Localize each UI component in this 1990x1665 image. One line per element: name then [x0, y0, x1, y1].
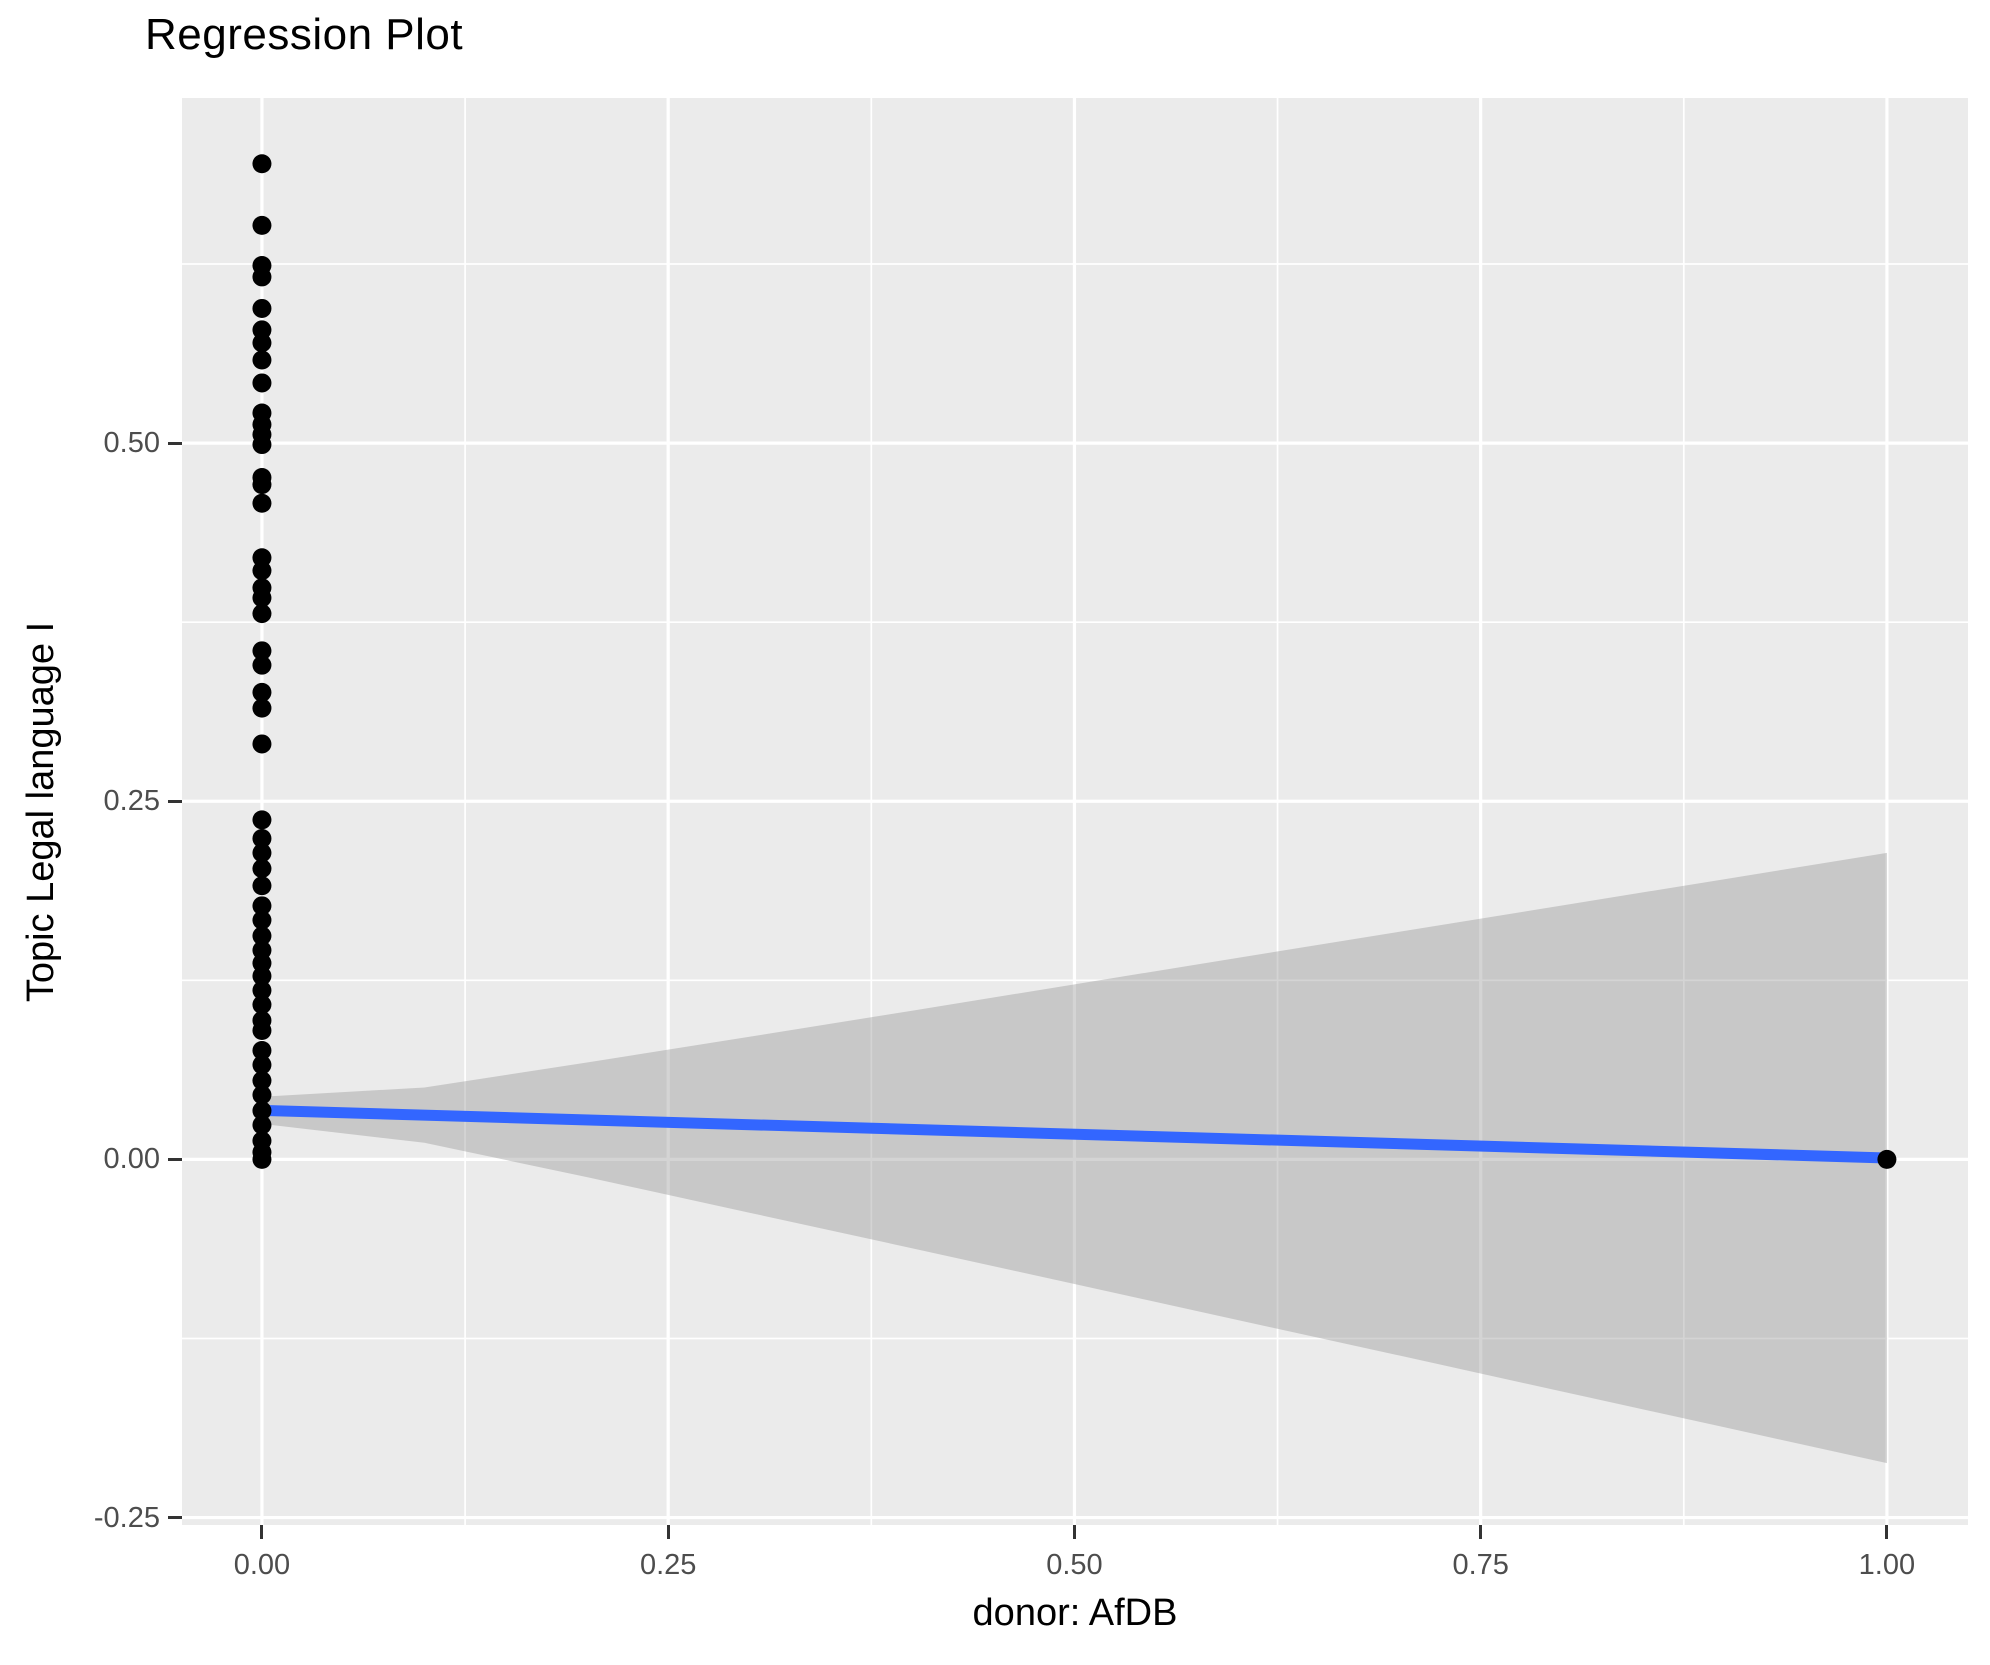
- data-point: [1877, 1149, 1897, 1169]
- data-point: [252, 829, 272, 849]
- data-point: [252, 896, 272, 916]
- data-point: [252, 1149, 272, 1169]
- data-point: [252, 1115, 272, 1135]
- data-point: [252, 1055, 272, 1075]
- y-axis-tick-mark: [168, 799, 182, 803]
- x-axis-tick-mark: [1885, 1525, 1889, 1539]
- regression-line: [261, 1104, 1888, 1164]
- y-tick-label: 0.00: [103, 1143, 160, 1176]
- data-point: [252, 655, 272, 675]
- y-tick-label: 0.25: [103, 785, 160, 818]
- data-point: [252, 980, 272, 1000]
- data-point: [252, 682, 272, 702]
- y-axis-tick-mark: [168, 1157, 182, 1161]
- data-point: [252, 561, 272, 581]
- x-tick-label: 0.00: [233, 1549, 291, 1581]
- plot-panel: [182, 98, 1968, 1525]
- x-axis-tick-mark: [1479, 1525, 1483, 1539]
- data-point: [252, 1020, 272, 1040]
- data-point: [252, 298, 272, 318]
- data-point: [252, 859, 272, 879]
- y-axis-tick-mark: [168, 441, 182, 445]
- data-point: [252, 267, 272, 287]
- data-point: [252, 876, 272, 896]
- data-point: [252, 910, 272, 930]
- data-point: [252, 966, 272, 986]
- data-point: [252, 926, 272, 946]
- x-axis-tick-mark: [666, 1525, 670, 1539]
- data-point: [252, 810, 272, 830]
- data-point: [252, 350, 272, 370]
- data-point: [252, 588, 272, 608]
- data-point: [252, 373, 272, 393]
- data-point: [252, 843, 272, 863]
- x-tick-label: 0.50: [1046, 1549, 1103, 1581]
- data-point: [252, 734, 272, 754]
- data-point: [252, 604, 272, 624]
- x-tick-label: 0.25: [639, 1549, 697, 1581]
- plot-canvas: [182, 98, 1968, 1525]
- data-point: [252, 215, 272, 235]
- data-point: [252, 641, 272, 661]
- data-point: [252, 995, 272, 1015]
- y-tick-label: 0.50: [103, 427, 160, 460]
- x-axis-title: donor: AfDB: [972, 1592, 1178, 1634]
- data-point: [252, 698, 272, 718]
- data-point: [252, 435, 272, 455]
- y-axis-tick-mark: [168, 1516, 182, 1520]
- plot-title: Regression Plot: [145, 10, 464, 59]
- data-point: [252, 493, 272, 513]
- data-point: [252, 1101, 272, 1121]
- y-tick-label: -0.25: [93, 1501, 160, 1534]
- data-point: [252, 1071, 272, 1091]
- x-tick-label: 0.75: [1452, 1549, 1509, 1581]
- data-point: [252, 1041, 272, 1061]
- data-point: [252, 154, 272, 174]
- confidence-band: [261, 852, 1887, 1464]
- data-point: [252, 475, 272, 495]
- x-tick-label: 1.00: [1858, 1549, 1916, 1581]
- data-point: [252, 1085, 272, 1105]
- x-axis-tick-mark: [260, 1525, 264, 1539]
- x-axis-tick-mark: [1072, 1525, 1076, 1539]
- y-axis-title: Topic Legal language I: [20, 621, 62, 1003]
- data-point: [252, 333, 272, 353]
